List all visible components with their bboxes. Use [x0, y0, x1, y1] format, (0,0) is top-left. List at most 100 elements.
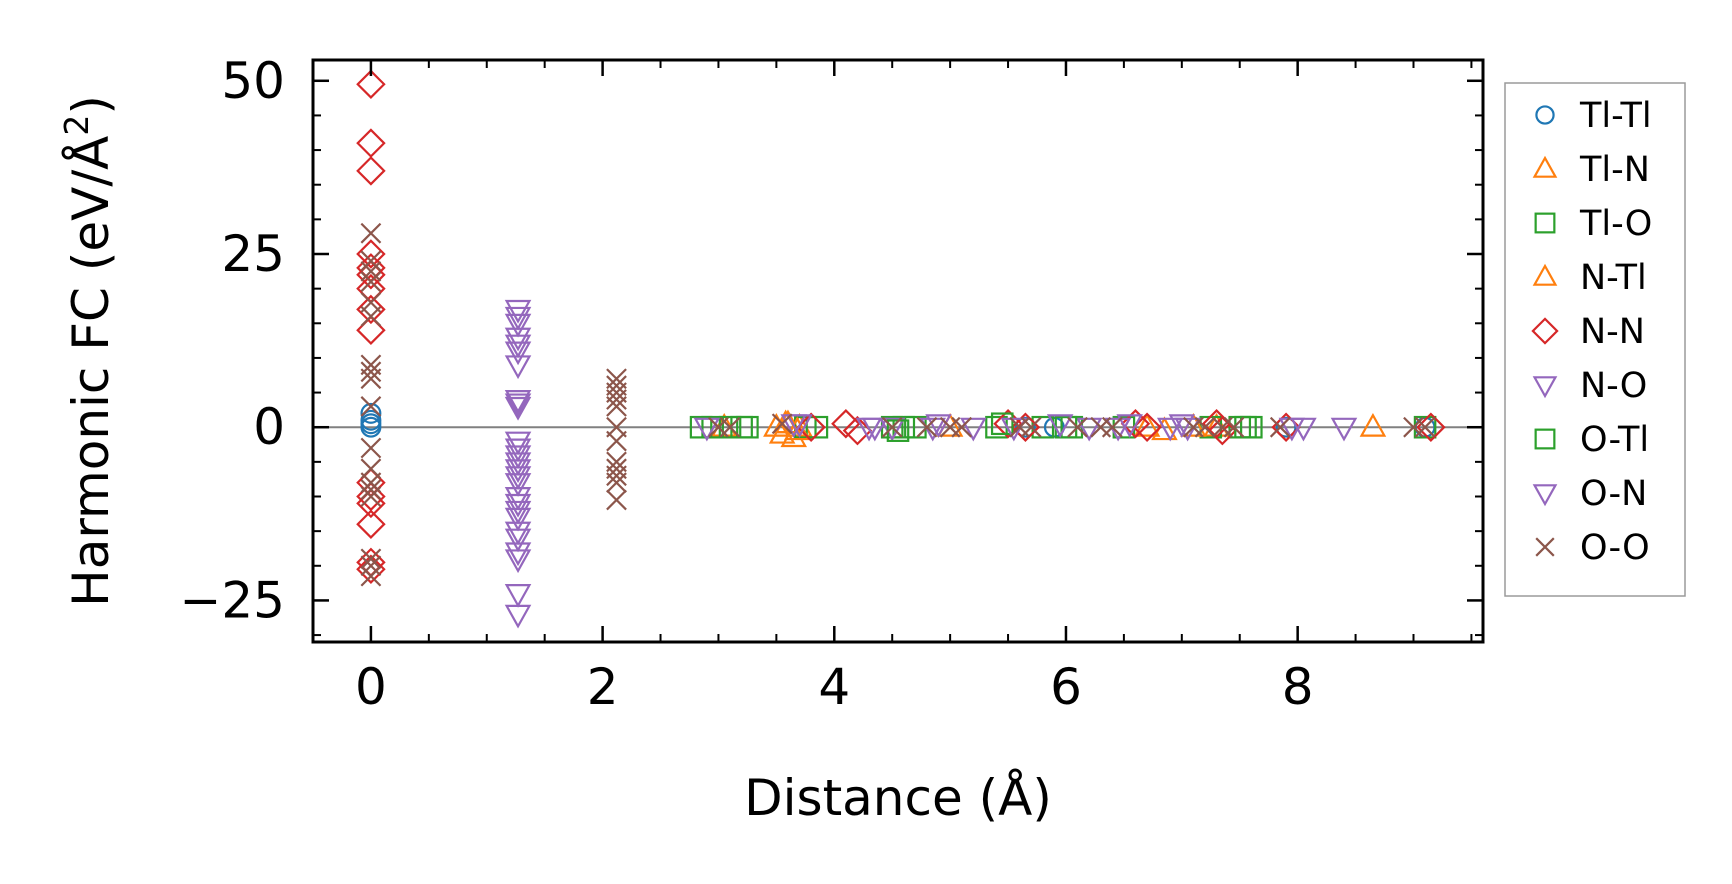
- point-tl-n-0: [710, 412, 738, 437]
- point-o-o-33: [881, 416, 903, 438]
- point-n-o-28: [1156, 417, 1184, 442]
- point-n-n-17: [842, 415, 873, 446]
- point-o-o-28: [606, 472, 627, 494]
- x-tick-label: 0: [355, 658, 387, 716]
- point-o-o-14: [360, 486, 382, 507]
- point-o-o-36: [951, 416, 973, 438]
- point-n-n-7: [356, 294, 386, 325]
- point-n-n-12: [356, 509, 386, 539]
- point-o-n-12: [1104, 417, 1132, 442]
- point-n-o-10: [504, 459, 532, 484]
- point-o-n-3: [504, 445, 532, 470]
- legend-label-o-n: O-N: [1580, 474, 1647, 514]
- point-n-o-11: [504, 473, 532, 497]
- point-n-n-0: [356, 69, 386, 100]
- point-o-o-3: [360, 271, 382, 293]
- point-o-o-38: [1020, 416, 1042, 438]
- point-n-o-15: [504, 528, 532, 553]
- legend-marker-n-o: [1532, 376, 1558, 399]
- point-n-n-15: [796, 412, 826, 442]
- legend-marker-o-tl: [1534, 428, 1556, 450]
- point-tl-tl-3: [360, 416, 382, 438]
- point-n-o-26: [1075, 417, 1103, 442]
- point-o-n-8: [861, 417, 889, 442]
- point-o-o-34: [916, 416, 938, 438]
- point-n-n-8: [356, 315, 386, 345]
- point-o-o-13: [360, 479, 382, 500]
- point-o-o-9: [360, 396, 382, 417]
- point-o-o-16: [360, 555, 382, 577]
- legend-marker-tl-o: [1534, 212, 1556, 234]
- point-n-o-24: [919, 417, 947, 442]
- x-axis-label: Distance (Å): [744, 769, 1052, 827]
- legend-label-o-o: O-O: [1580, 528, 1650, 568]
- point-n-n-2: [356, 156, 386, 186]
- point-n-o-31: [1290, 417, 1317, 442]
- y-axis-label: Harmonic FC (eV/Å2): [57, 95, 120, 607]
- point-n-o-16: [504, 542, 532, 567]
- y-axis-label-superscript: 2: [57, 115, 96, 136]
- legend-marker-tl-tl: [1535, 105, 1555, 125]
- legend-label-n-n: N-N: [1580, 312, 1645, 352]
- legend-marker-n-n: [1531, 317, 1559, 345]
- point-n-o-8: [504, 438, 532, 463]
- point-o-o-39: [1067, 416, 1088, 438]
- x-tick-label: 2: [587, 658, 619, 716]
- point-o-o-48: [1414, 416, 1436, 438]
- point-o-n-9: [925, 414, 952, 439]
- point-n-n-11: [356, 488, 386, 519]
- point-o-n-10: [1000, 417, 1028, 442]
- point-o-o-32: [771, 413, 793, 435]
- point-n-n-1: [356, 128, 386, 158]
- point-o-o-46: [1269, 416, 1291, 438]
- point-tl-n-9: [1359, 412, 1387, 437]
- point-o-o-8: [360, 368, 382, 390]
- legend-marker-o-o: [1535, 537, 1555, 557]
- point-n-tl-2: [1133, 412, 1161, 437]
- point-n-o-4: [504, 355, 532, 380]
- point-o-o-45: [1223, 416, 1245, 438]
- point-tl-o-1: [701, 415, 724, 439]
- point-n-o-2: [504, 327, 532, 352]
- point-o-o-5: [360, 305, 382, 327]
- point-n-o-25: [960, 417, 987, 442]
- point-n-n-21: [1132, 412, 1162, 442]
- point-o-n-13: [1168, 414, 1196, 439]
- point-n-n-23: [1207, 415, 1238, 446]
- point-o-o-24: [606, 430, 627, 452]
- point-n-o-14: [504, 507, 532, 532]
- legend-label-o-tl: O-Tl: [1580, 420, 1649, 460]
- plot-frame: [311, 58, 1485, 644]
- point-o-o-15: [360, 548, 382, 570]
- point-n-o-9: [504, 452, 532, 477]
- point-o-o-21: [606, 389, 627, 410]
- point-n-o-12: [504, 487, 532, 511]
- point-n-o-6: [504, 396, 532, 421]
- point-o-n-6: [504, 521, 532, 546]
- point-n-o-18: [504, 583, 532, 608]
- point-o-o-29: [606, 489, 627, 511]
- point-n-o-13: [504, 500, 532, 525]
- point-o-o-1: [360, 250, 382, 272]
- point-n-o-5: [504, 390, 532, 414]
- plot-marks: [313, 69, 1483, 629]
- point-n-o-20: [693, 417, 721, 442]
- point-n-o-19: [504, 604, 532, 629]
- legend-marker-tl-n: [1532, 155, 1558, 178]
- axis-ticks: [312, 60, 1483, 642]
- point-o-o-43: [1194, 416, 1216, 438]
- point-o-o-41: [1101, 416, 1123, 438]
- point-o-tl-2: [990, 412, 1014, 436]
- legend-label-n-o: N-O: [1580, 366, 1647, 406]
- point-tl-n-1: [763, 412, 790, 437]
- y-tick-label: 50: [221, 52, 285, 110]
- point-tl-tl-0: [360, 402, 382, 424]
- legend-marker-o-n: [1532, 484, 1558, 507]
- point-n-o-27: [1116, 414, 1143, 439]
- y-tick-label: 0: [253, 398, 285, 456]
- point-tl-o-5: [805, 415, 829, 439]
- legend-marker-n-tl: [1532, 263, 1558, 286]
- point-o-n-2: [504, 393, 532, 418]
- point-o-n-1: [504, 334, 532, 359]
